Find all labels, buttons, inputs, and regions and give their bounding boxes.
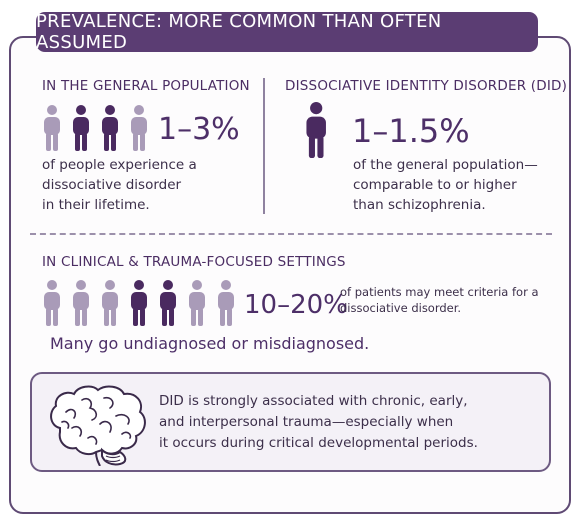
title-banner: PREVALENCE: MORE COMMON THAN OFTEN ASSUM… bbox=[36, 11, 538, 53]
trauma-note-box: DID is strongly associated with chronic,… bbox=[30, 372, 551, 472]
person-icon bbox=[73, 280, 89, 326]
general-population-stat: 1–3% bbox=[158, 112, 240, 147]
general-population-description: of people experience a dissociative diso… bbox=[42, 155, 197, 215]
person-icon bbox=[44, 105, 60, 151]
person-icon bbox=[44, 280, 60, 326]
did-description-line: of the general population— bbox=[353, 157, 538, 173]
did-stat: 1–1.5% bbox=[352, 112, 470, 150]
brain-icon bbox=[50, 385, 146, 466]
person-icon bbox=[189, 280, 205, 326]
section-divider bbox=[30, 233, 552, 235]
general-population-heading: IN THE GENERAL POPULATION bbox=[42, 78, 250, 94]
trauma-note-line: DID is strongly associated with chronic,… bbox=[159, 393, 468, 409]
general-description-line: in their lifetime. bbox=[42, 197, 150, 213]
clinical-stat: 10–20% bbox=[244, 290, 348, 320]
clinical-description: of patients may meet criteria for a diss… bbox=[340, 284, 539, 316]
banner-title: PREVALENCE: MORE COMMON THAN OFTEN ASSUM… bbox=[36, 11, 442, 53]
trauma-note-text: DID is strongly associated with chronic,… bbox=[159, 391, 478, 454]
person-icon bbox=[131, 280, 147, 326]
trauma-note-line: and interpersonal trauma—especially when bbox=[159, 414, 454, 430]
general-description-line: of people experience a bbox=[42, 157, 197, 173]
person-icon bbox=[160, 280, 176, 326]
did-description-line: than schizophrenia. bbox=[353, 197, 486, 213]
person-icon bbox=[102, 105, 118, 151]
clinical-heading: IN CLINICAL & TRAUMA-FOCUSED SETTINGS bbox=[42, 254, 346, 270]
person-icon bbox=[73, 105, 89, 151]
person-icon bbox=[306, 102, 326, 159]
person-icon bbox=[102, 280, 118, 326]
did-description-line: comparable to or higher bbox=[353, 177, 517, 193]
vertical-divider bbox=[263, 78, 265, 214]
did-description: of the general population— comparable to… bbox=[353, 155, 538, 215]
trauma-note-line: it occurs during critical developmental … bbox=[159, 435, 478, 451]
did-heading: DISSOCIATIVE IDENTITY DISORDER (DID) bbox=[285, 78, 568, 94]
clinical-description-line: of patients may meet criteria for a bbox=[340, 285, 539, 299]
general-description-line: dissociative disorder bbox=[42, 177, 182, 193]
clinical-description-line: dissociative disorder. bbox=[340, 301, 462, 315]
person-icon bbox=[218, 280, 234, 326]
clinical-note: Many go undiagnosed or misdiagnosed. bbox=[50, 334, 370, 353]
person-icon bbox=[131, 105, 147, 151]
